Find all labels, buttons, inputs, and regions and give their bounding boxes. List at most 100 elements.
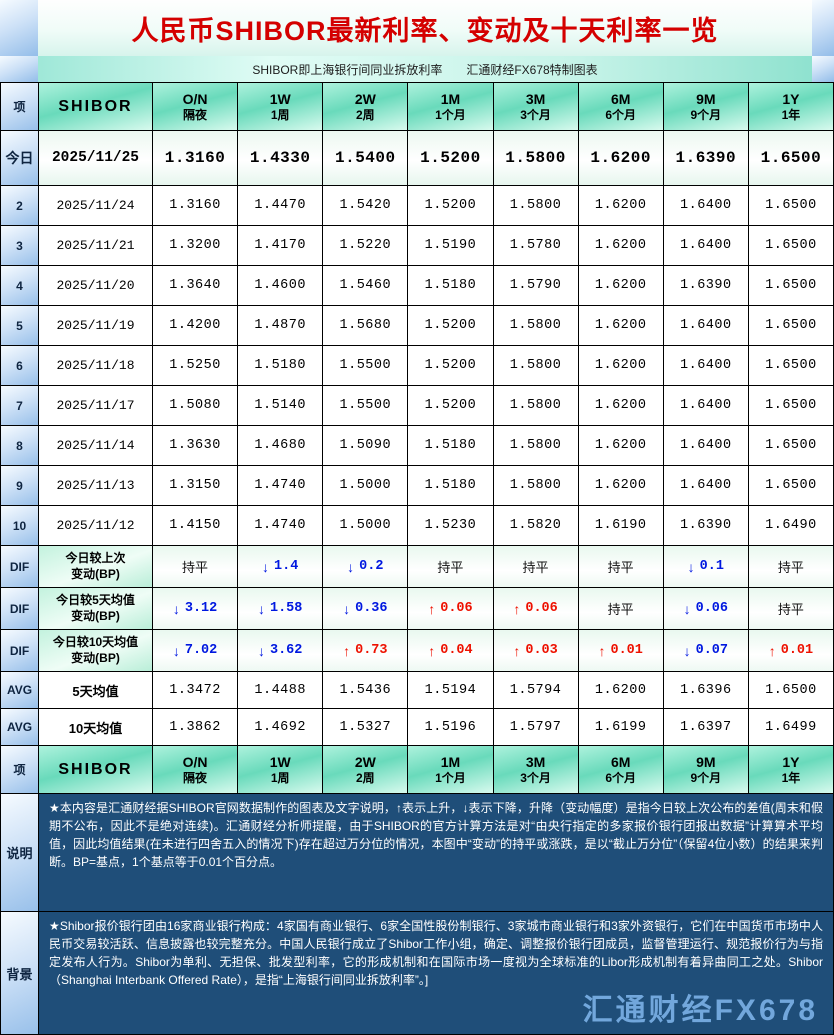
tenor-name-cn: 2周	[355, 107, 375, 122]
down-arrow-icon: ↓	[262, 558, 270, 575]
dif-change-cell: ↓ 0.07	[663, 630, 749, 672]
note-label-explanation: 说明	[1, 794, 39, 912]
corner-decoration-sub-right	[812, 56, 834, 82]
shibor-column-header: SHIBOR	[39, 746, 153, 794]
down-arrow-icon: ↓	[683, 600, 691, 617]
tenor-column-header: 1Y 1年	[748, 746, 834, 794]
history-rate-value: 1.4600	[238, 266, 324, 306]
history-rate-value: 1.6400	[663, 186, 749, 226]
dif-change-cell: ↑ 0.06	[408, 588, 494, 630]
note-row-background: 背景 ★Shibor报价银行团由16家商业银行构成：4家国有商业银行、6家全国性…	[1, 912, 834, 1035]
average-rate-value: 1.3472	[153, 672, 239, 709]
title-band: 人民币SHIBOR最新利率、变动及十天利率一览	[0, 0, 834, 56]
tenor-column-header: 1M 1个月	[408, 83, 494, 131]
today-rate-value: 1.3160	[153, 131, 239, 186]
subtitle-band: SHIBOR即上海银行间同业拆放利率 汇通财经FX678特制图表	[0, 56, 834, 82]
history-rate-value: 1.5820	[493, 506, 579, 546]
row-index: 6	[1, 346, 39, 386]
history-rate-value: 1.5140	[238, 386, 324, 426]
tenor-column-header: 9M 9个月	[663, 83, 749, 131]
history-date: 2025/11/12	[39, 506, 153, 546]
history-rate-value: 1.4150	[153, 506, 239, 546]
row-index: 5	[1, 306, 39, 346]
history-date: 2025/11/19	[39, 306, 153, 346]
dif-change-value: 0.73	[355, 643, 388, 658]
tenor-name-cn: 1周	[270, 770, 290, 785]
tenor-code: 2W	[354, 90, 376, 107]
corner-decoration-top-left	[0, 0, 38, 56]
history-rate-value: 1.6390	[663, 266, 749, 306]
history-rate-value: 1.5500	[323, 386, 409, 426]
down-arrow-icon: ↓	[347, 558, 355, 575]
dif-change-cell: 持平	[748, 546, 834, 588]
dif-change-cell: 持平	[153, 546, 239, 588]
history-rate-value: 1.6500	[748, 186, 834, 226]
flat-text: 持平	[777, 602, 804, 617]
history-rate-value: 1.6500	[748, 426, 834, 466]
history-date: 2025/11/21	[39, 226, 153, 266]
tenor-code: 3M	[525, 753, 546, 770]
history-rate-value: 1.5180	[238, 346, 324, 386]
history-date: 2025/11/17	[39, 386, 153, 426]
history-rate-value: 1.6200	[578, 386, 664, 426]
tenor-column-header: 1Y 1年	[748, 83, 834, 131]
tenor-name-cn: 2周	[355, 770, 375, 785]
history-rate-value: 1.5460	[323, 266, 409, 306]
dif-change-cell: ↓ 0.06	[663, 588, 749, 630]
page-subtitle-area: SHIBOR即上海银行间同业拆放利率 汇通财经FX678特制图表	[38, 56, 812, 82]
dif-change-cell: 持平	[578, 588, 664, 630]
dif-change-cell: ↓ 0.1	[663, 546, 749, 588]
average-row: AVG 5天均值 1.3472 1.4488 1.5436 1.5194 1.5794 1.6…	[1, 672, 834, 709]
note-text-explanation: ★本内容是汇通财经据SHIBOR官网数据制作的图表及文字说明，↑表示上升，↓表示…	[39, 794, 834, 912]
page-title: 人民币SHIBOR最新利率、变动及十天利率一览	[131, 15, 719, 46]
history-rate-value: 1.6500	[748, 346, 834, 386]
today-rate-value: 1.5400	[323, 131, 409, 186]
tenor-column-header: O/N 隔夜	[153, 83, 239, 131]
tenor-code: 1W	[269, 90, 291, 107]
up-arrow-icon: ↑	[428, 600, 436, 617]
tenor-column-header: 1M 1个月	[408, 746, 494, 794]
dif-change-cell: ↑ 0.03	[493, 630, 579, 672]
shibor-table: 项 SHIBOR O/N 隔夜 1W 1周 2W 2周 1M 1个月 3M 3个月 6M 6个月 9M 9个月…	[0, 82, 834, 1035]
history-row: 8 2025/11/14 1.3630 1.4680 1.5090 1.5180 1.580…	[1, 426, 834, 466]
tenor-name-cn: 6个月	[605, 770, 637, 785]
down-arrow-icon: ↓	[343, 600, 351, 617]
tenor-name-cn: 1个月	[435, 107, 466, 122]
history-rate-value: 1.6500	[748, 466, 834, 506]
tenor-column-header: 6M 6个月	[578, 746, 664, 794]
dif-row: DIF 今日较10天均值 变动(BP) ↓ 7.02 ↓ 3.62 ↑ 0.73 ↑ 0.04 ↑ 0…	[1, 630, 834, 672]
up-arrow-icon: ↑	[428, 642, 436, 659]
row-label-dif: DIF	[1, 588, 39, 630]
average-rate-value: 1.6199	[578, 709, 664, 746]
dif-change-value: 0.07	[695, 643, 729, 658]
tenor-column-header: 9M 9个月	[663, 746, 749, 794]
dif-change-value: 3.62	[269, 643, 303, 658]
tenor-name-cn: 隔夜	[183, 770, 208, 785]
dif-change-value: 0.06	[440, 601, 473, 616]
history-row: 6 2025/11/18 1.5250 1.5180 1.5500 1.5200 1.580…	[1, 346, 834, 386]
flat-text: 持平	[777, 560, 804, 575]
history-rate-value: 1.3640	[153, 266, 239, 306]
history-rate-value: 1.3200	[153, 226, 239, 266]
row-index: 9	[1, 466, 39, 506]
average-rate-value: 1.5794	[493, 672, 579, 709]
average-rate-value: 1.6397	[663, 709, 749, 746]
row-label-dif: DIF	[1, 630, 39, 672]
history-rate-value: 1.6400	[663, 466, 749, 506]
history-row: 2 2025/11/24 1.3160 1.4470 1.5420 1.5200 1.580…	[1, 186, 834, 226]
average-rate-value: 1.5196	[408, 709, 494, 746]
note-row-explanation: 说明 ★本内容是汇通财经据SHIBOR官网数据制作的图表及文字说明，↑表示上升，…	[1, 794, 834, 912]
history-row: 7 2025/11/17 1.5080 1.5140 1.5500 1.5200 1.580…	[1, 386, 834, 426]
corner-decoration-top-right	[812, 0, 834, 56]
down-arrow-icon: ↓	[257, 600, 265, 617]
average-rate-value: 1.5797	[493, 709, 579, 746]
history-rate-value: 1.6400	[663, 346, 749, 386]
history-rate-value: 1.5800	[493, 466, 579, 506]
tenor-code: 1M	[440, 90, 461, 107]
tenor-code: O/N	[182, 90, 208, 107]
dif-change-value: 0.03	[525, 643, 558, 658]
history-rate-value: 1.5190	[408, 226, 494, 266]
dif-change-cell: ↑ 0.06	[493, 588, 579, 630]
tenor-code: 6M	[610, 753, 631, 770]
today-rate-value: 1.4330	[238, 131, 324, 186]
